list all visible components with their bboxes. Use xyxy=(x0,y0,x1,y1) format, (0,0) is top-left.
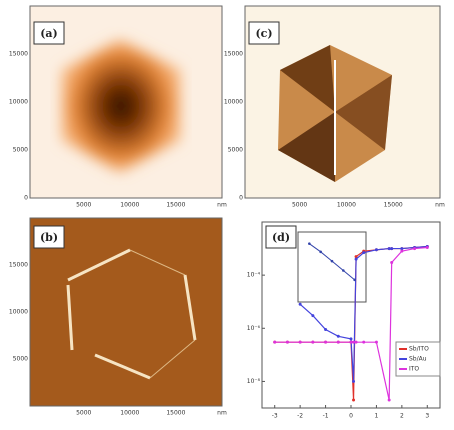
panel-label: (a) xyxy=(40,27,58,40)
x-tick-label: 1 xyxy=(375,413,379,420)
x-tick-label: nm xyxy=(435,202,445,209)
panel-label: (c) xyxy=(255,27,272,40)
panel-label: (d) xyxy=(272,231,290,244)
x-tick-label: 15000 xyxy=(166,410,185,417)
x-tick-label: 15000 xyxy=(384,202,403,209)
x-tick-label: -3 xyxy=(272,413,278,420)
legend-label: ITO xyxy=(409,366,419,373)
x-tick-label: 10000 xyxy=(120,202,139,209)
y-tick-label: 10⁻⁶ xyxy=(247,325,261,332)
y-tick-label: 10000 xyxy=(224,99,243,106)
y-tick-label: 0 xyxy=(239,195,243,202)
x-tick-label: 0 xyxy=(349,413,353,420)
figure: (a) (c) (b) (d) 150001000050000500010000… xyxy=(0,0,454,426)
y-tick-label: 0 xyxy=(24,195,28,202)
legend-label: Sb/Au xyxy=(409,356,427,363)
x-tick-label: -1 xyxy=(323,413,329,420)
x-tick-label: 5000 xyxy=(76,202,91,209)
x-tick-label: -2 xyxy=(297,413,303,420)
x-tick-label: 2 xyxy=(400,413,404,420)
x-tick-label: nm xyxy=(217,410,227,417)
y-tick-label: 10⁻⁴ xyxy=(247,272,261,279)
y-tick-label: 10000 xyxy=(9,309,28,316)
x-tick-label: 10000 xyxy=(337,202,356,209)
y-tick-label: 5000 xyxy=(13,356,28,363)
x-tick-label: nm xyxy=(217,202,227,209)
legend-label: Sb/ITO xyxy=(409,346,429,353)
y-tick-label: 5000 xyxy=(228,147,243,154)
x-tick-label: 3 xyxy=(425,413,429,420)
x-tick-label: 5000 xyxy=(76,410,91,417)
x-tick-label: 10000 xyxy=(120,410,139,417)
y-tick-label: 10⁻⁸ xyxy=(247,378,261,385)
y-tick-label: 15000 xyxy=(224,51,243,58)
panel-label: (b) xyxy=(40,231,58,244)
x-tick-label: 5000 xyxy=(292,202,307,209)
y-tick-label: 5000 xyxy=(13,147,28,154)
y-tick-label: 15000 xyxy=(9,51,28,58)
y-tick-label: 15000 xyxy=(9,262,28,269)
y-tick-label: 10000 xyxy=(9,99,28,106)
x-tick-label: 15000 xyxy=(166,202,185,209)
